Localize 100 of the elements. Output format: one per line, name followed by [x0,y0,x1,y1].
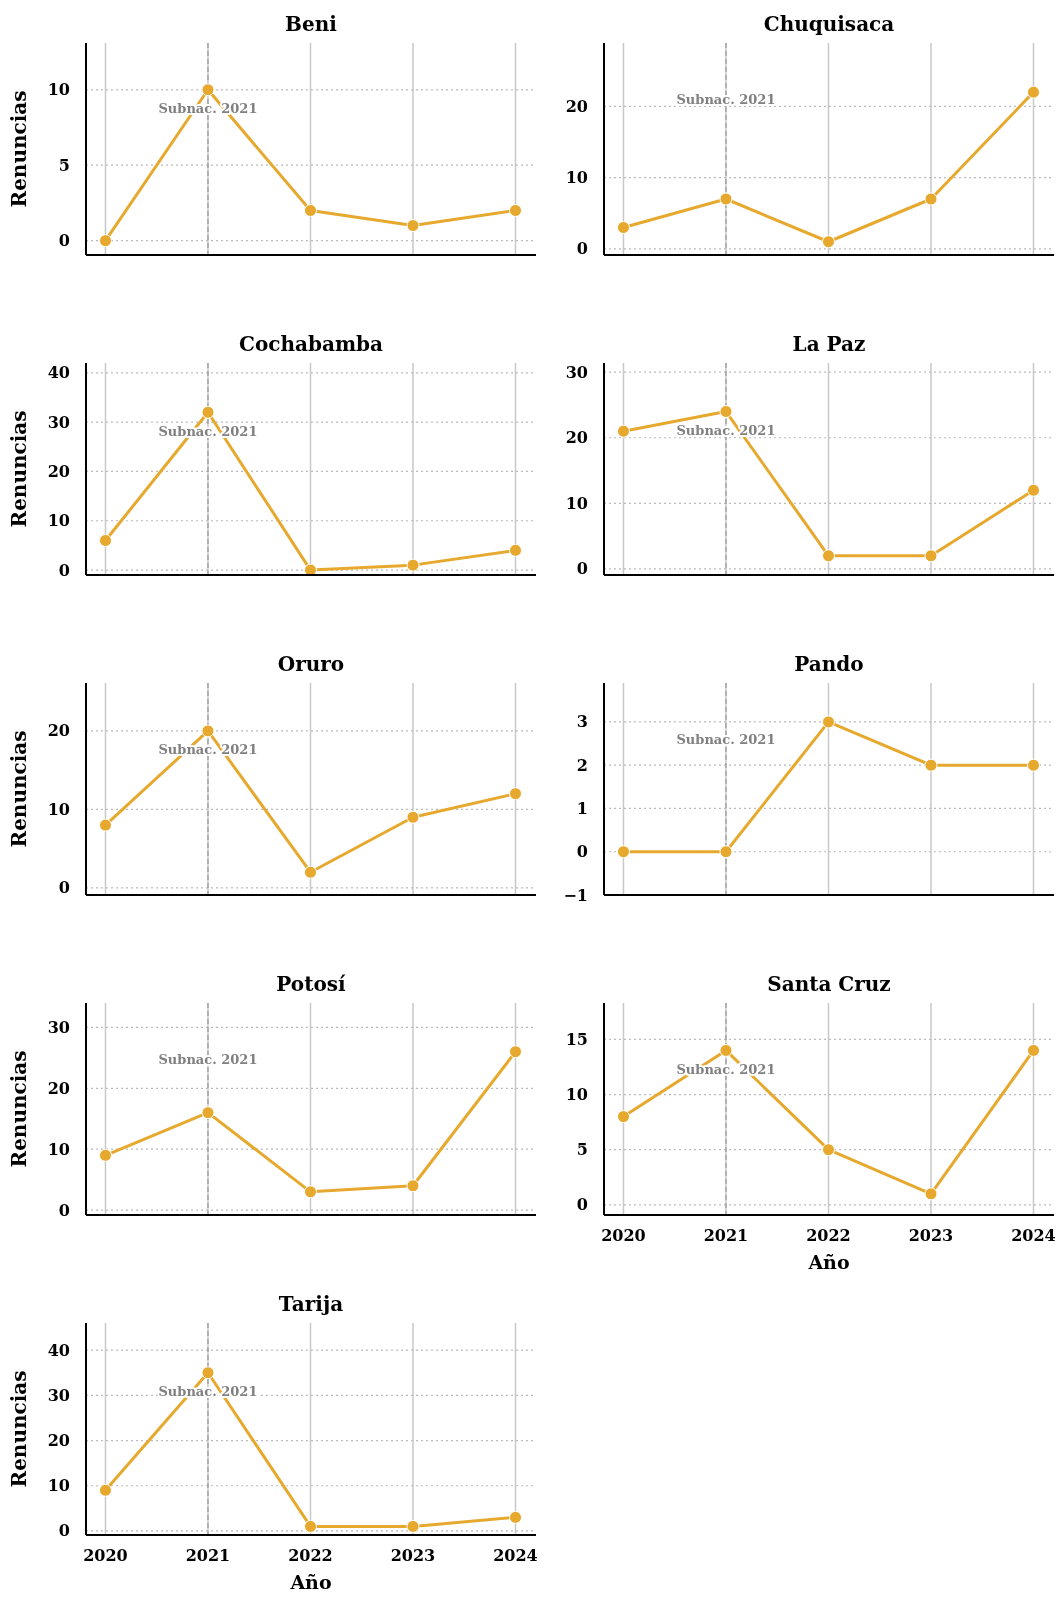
x-axis-title: Año [807,1251,850,1273]
point [924,549,938,563]
x-axis-title: Año [289,1571,332,1593]
point [201,1106,215,1120]
chart-title: Pando [794,652,864,676]
y-tick-label: 20 [47,721,70,741]
point [821,715,835,729]
point [509,787,522,801]
y-tick-label: 0 [58,560,70,580]
point [98,818,112,832]
y-tick-label: 20 [47,461,70,481]
chart-title: Potosí [276,972,347,996]
point [201,405,215,419]
point [201,724,215,738]
point [303,1185,317,1199]
point [303,203,317,217]
point [821,1143,835,1157]
y-tick-label: 3 [576,712,588,732]
y-tick-label: 30 [47,1017,70,1037]
y-tick-label: 40 [47,1340,70,1360]
y-tick-label: 20 [565,96,588,116]
y-tick-label: 10 [565,168,588,188]
y-tick-label: 10 [47,511,70,531]
y-tick-label: 10 [47,799,70,819]
x-tick-label: 2022 [806,1226,851,1245]
point [406,1519,420,1533]
chart-title: Beni [285,12,338,36]
point [303,865,317,879]
point [201,1366,215,1380]
point [406,219,420,233]
y-tick-label: 0 [576,842,588,862]
y-tick-label: −1 [563,885,588,905]
point [509,1045,522,1059]
chart-title: Chuquisaca [763,12,895,36]
point [924,1187,938,1201]
point [616,221,630,234]
ref-line-label: Subnac. 2021 [676,423,776,439]
point [509,543,522,557]
x-tick-label: 2024 [493,1546,538,1565]
point [719,405,733,419]
y-tick-label: 20 [47,1078,70,1098]
y-axis-title: Renuncias [7,410,31,528]
x-tick-label: 2024 [1011,1226,1056,1245]
point [98,533,112,547]
y-axis-title: Renuncias [7,730,31,848]
x-tick-label: 2023 [390,1546,436,1565]
point [98,234,112,248]
chart-title: La Paz [792,332,866,356]
y-tick-label: 2 [576,755,588,775]
point [406,558,420,572]
point [821,549,835,563]
y-tick-label: 30 [47,1385,70,1405]
y-tick-label: 5 [58,155,70,175]
point [509,203,522,217]
point [616,1110,630,1124]
y-tick-label: 0 [576,239,588,259]
x-tick-label: 2022 [288,1546,333,1565]
ref-line-label: Subnac. 2021 [158,1051,258,1067]
y-tick-label: 10 [565,493,588,513]
y-tick-label: 0 [576,1195,588,1215]
chart-title: Tarija [278,1292,344,1316]
point [616,424,630,438]
point [303,1519,317,1533]
x-tick-label: 2020 [83,1546,128,1565]
ref-line-label: Subnac. 2021 [676,731,776,747]
chart-title: Santa Cruz [767,972,891,996]
point [406,1179,420,1193]
point [924,192,938,206]
point [1027,483,1040,497]
point [719,845,733,859]
chart-title: Cochabamba [239,332,384,356]
y-tick-label: 0 [58,231,70,251]
y-tick-label: 30 [47,412,70,432]
point [1027,85,1040,99]
y-axis-title: Renuncias [7,90,31,208]
point [1027,758,1040,772]
point [98,1148,112,1162]
y-tick-label: 20 [47,1431,70,1451]
point [719,192,733,206]
y-tick-label: 5 [576,1140,588,1160]
x-tick-label: 2021 [703,1226,749,1245]
y-axis-title: Renuncias [7,1370,31,1488]
y-axis-title: Renuncias [7,1050,31,1168]
point [1027,1043,1040,1057]
y-tick-label: 10 [47,1139,70,1159]
point [98,1483,112,1497]
y-tick-label: 10 [47,80,70,100]
chart-title: Oruro [277,652,345,676]
y-tick-label: 30 [565,362,588,382]
point [616,845,630,859]
y-tick-label: 15 [565,1029,588,1049]
point [821,235,835,249]
y-tick-label: 10 [565,1085,588,1105]
y-tick-label: 0 [576,559,588,579]
x-tick-label: 2023 [908,1226,954,1245]
y-tick-label: 10 [47,1476,70,1496]
point [924,758,938,772]
y-tick-label: 0 [58,878,70,898]
point [719,1043,733,1057]
y-tick-label: 0 [58,1200,70,1220]
